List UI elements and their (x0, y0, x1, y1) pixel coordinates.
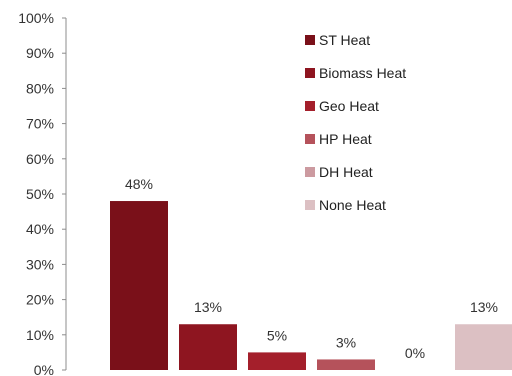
bars (110, 201, 512, 370)
y-tick-label: 30% (26, 256, 54, 272)
legend-swatch (305, 134, 315, 144)
legend-swatch (305, 167, 315, 177)
data-label: 0% (405, 345, 425, 361)
data-label: 3% (336, 334, 356, 350)
y-tick-label: 100% (18, 10, 54, 26)
legend-swatch (305, 35, 315, 45)
data-label: 13% (194, 299, 222, 315)
y-tick-label: 70% (26, 116, 54, 132)
y-tick-label: 80% (26, 80, 54, 96)
legend-label: Geo Heat (319, 98, 379, 114)
legend-label: None Heat (319, 197, 386, 213)
bar-geo-heat (248, 352, 306, 370)
data-label: 5% (267, 327, 287, 343)
y-tick-label: 90% (26, 45, 54, 61)
bar-none-heat (455, 324, 512, 370)
y-tick-label: 40% (26, 221, 54, 237)
legend-label: HP Heat (319, 131, 372, 147)
y-tick-label: 10% (26, 327, 54, 343)
y-tick-label: 20% (26, 292, 54, 308)
legend-swatch (305, 200, 315, 210)
legend-swatch (305, 101, 315, 111)
y-tick-label: 0% (34, 362, 54, 376)
legend-label: DH Heat (319, 164, 373, 180)
y-tick-label: 60% (26, 151, 54, 167)
bar-st-heat (110, 201, 168, 370)
data-label: 13% (470, 299, 498, 315)
bar-hp-heat (317, 359, 375, 370)
bar-biomass-heat (179, 324, 237, 370)
legend-label: Biomass Heat (319, 65, 406, 81)
data-label: 48% (125, 176, 153, 192)
data-labels: 48% 13% 5% 3% 0% 13% (125, 176, 498, 361)
y-axis: 0% 10% 20% 30% 40% 50% 60% 70% 80% 90% 100% (18, 10, 67, 376)
legend-swatch (305, 68, 315, 78)
legend: ST Heat Biomass Heat Geo Heat HP Heat DH Hea… (305, 32, 406, 213)
legend-label: ST Heat (319, 32, 370, 48)
y-tick-label: 50% (26, 186, 54, 202)
